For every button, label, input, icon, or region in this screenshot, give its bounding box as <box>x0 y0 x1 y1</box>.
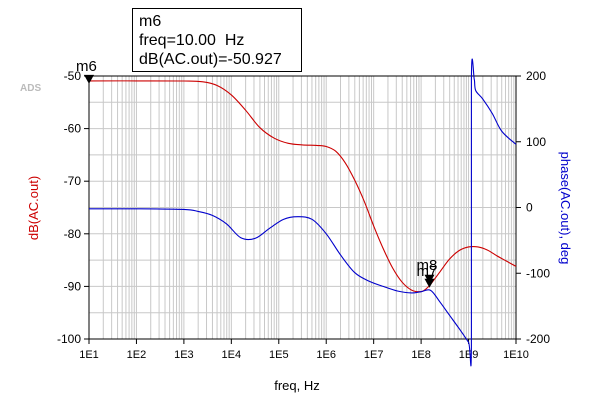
x-axis-label: freq, Hz <box>274 378 320 393</box>
marker-m7-label: m7 <box>416 263 437 280</box>
x-tick-label: 1E8 <box>411 349 431 361</box>
x-tick-label: 1E10 <box>503 349 529 361</box>
x-tick-label: 1E7 <box>364 349 384 361</box>
phase-series-line <box>88 58 517 367</box>
marker-m6-label: m6 <box>76 58 97 75</box>
ads-watermark: ADS <box>20 83 41 94</box>
y-right-tick-labels: 200 100 0 -100 -200 <box>516 69 550 346</box>
series <box>88 58 517 367</box>
marker-readout-freq: freq=10.00 Hz <box>139 32 245 49</box>
y-axis-right-label: phase(AC.out), deg <box>558 152 573 265</box>
y-right-tick-label: 100 <box>526 135 546 149</box>
x-tick-label: 1E6 <box>316 349 336 361</box>
y-right-tick-label: 0 <box>526 201 533 215</box>
grid <box>89 76 516 339</box>
x-tick-label: 1E2 <box>127 349 147 361</box>
x-tick-label: 1E3 <box>174 349 194 361</box>
marker-m8-label: m8 <box>416 257 437 274</box>
marker-m7-triangle[interactable] <box>424 278 435 288</box>
y-right-tick-label: -100 <box>526 266 550 280</box>
x-tick-label: 1E4 <box>222 349 242 361</box>
y-left-tick-label: -50 <box>64 69 82 83</box>
y-left-tick-labels: -50 -60 -70 -80 -90 -100 <box>57 69 89 346</box>
magnitude-series-line <box>88 80 517 293</box>
x-tick-label: 1E1 <box>79 349 99 361</box>
y-right-tick-label: -200 <box>526 332 550 346</box>
x-tick-label: 1E5 <box>269 349 289 361</box>
y-axis-left-label: dB(AC.out) <box>26 176 41 240</box>
y-left-tick-label: -90 <box>64 279 82 293</box>
y-left-tick-label: -100 <box>57 332 81 346</box>
y-right-tick-label: 200 <box>526 69 546 83</box>
marker-readout-value: dB(AC.out)=-50.927 <box>139 51 282 68</box>
y-left-tick-label: -60 <box>64 122 82 136</box>
x-tick-labels: 1E1 1E2 1E3 1E4 1E5 1E6 1E7 1E8 1E9 1E10 <box>79 339 529 361</box>
marker-m6-triangle[interactable] <box>84 74 94 84</box>
y-left-tick-label: -70 <box>64 174 82 188</box>
marker-readout-box: m6 freq=10.00 Hz dB(AC.out)=-50.927 <box>132 8 302 72</box>
x-tick-label: 1E9 <box>459 349 479 361</box>
y-left-tick-label: -80 <box>64 227 82 241</box>
marker-readout-name: m6 <box>139 13 162 30</box>
